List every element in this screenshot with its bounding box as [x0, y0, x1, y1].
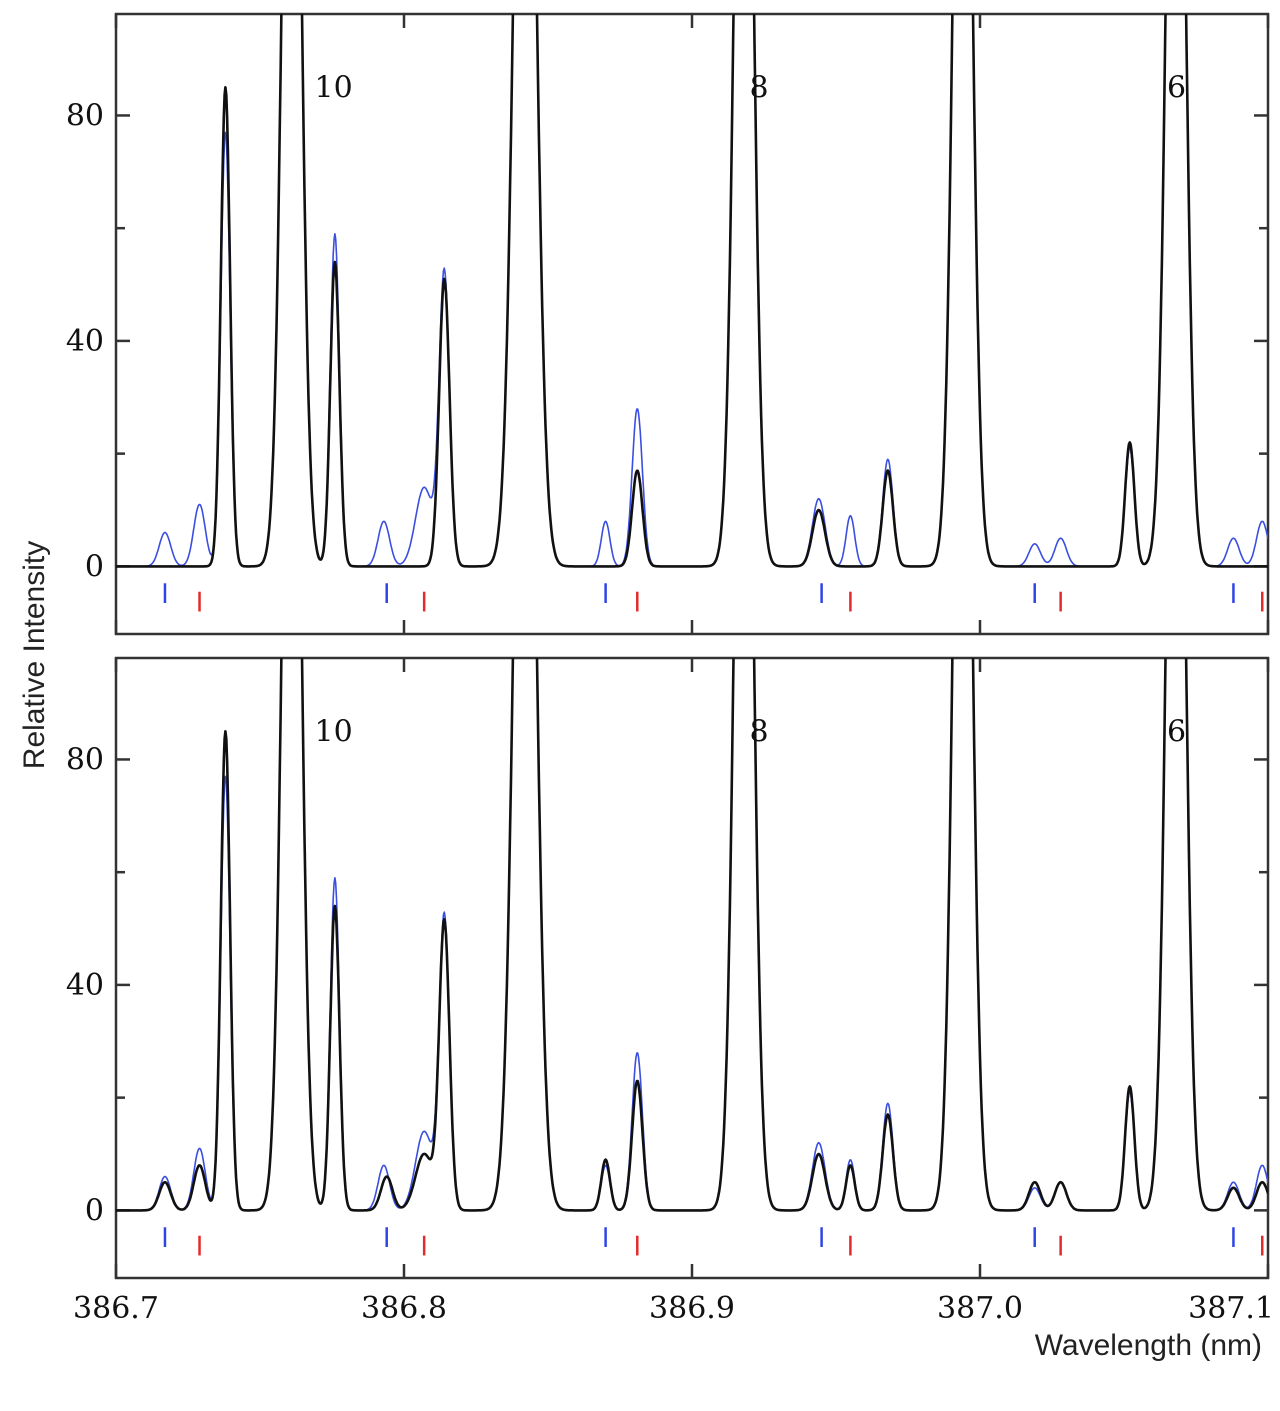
observed-spectrum-line — [116, 14, 1268, 568]
x-tick-label: 386.8 — [361, 1291, 447, 1326]
y-tick-label: 80 — [66, 742, 104, 777]
peak-label: 10 — [315, 70, 353, 105]
y-tick-label: 0 — [85, 549, 104, 584]
peak-label: 8 — [749, 714, 768, 749]
y-tick-label: 0 — [85, 1193, 104, 1228]
peak-label: 10 — [315, 714, 353, 749]
spectra-group — [116, 14, 1268, 568]
observed-spectrum-line — [116, 658, 1268, 1212]
x-axis-tick-labels: 386.7 386.8 386.9 387.0 387.1 — [73, 1291, 1274, 1326]
fitted-spectrum-line — [116, 14, 1268, 568]
plot-frame — [114, 656, 1270, 1280]
top-panel: 0 40 80 10 8 6 — [66, 12, 1270, 636]
bottom-panel: 0 40 80 10 8 6 — [66, 656, 1270, 1280]
y-tick-label: 40 — [66, 968, 104, 1003]
peak-label: 8 — [749, 70, 768, 105]
x-tick-label: 387.1 — [1188, 1291, 1274, 1326]
plot-frame — [114, 12, 1270, 636]
spectra-group — [116, 658, 1268, 1212]
peak-label: 6 — [1167, 714, 1186, 749]
y-axis-title: Relative Intensity — [18, 541, 51, 769]
x-tick-label: 386.7 — [73, 1291, 159, 1326]
y-tick-label: 80 — [66, 98, 104, 133]
x-tick-label: 387.0 — [937, 1291, 1023, 1326]
fitted-spectrum-line — [116, 658, 1268, 1212]
x-tick-label: 386.9 — [649, 1291, 735, 1326]
y-tick-label: 40 — [66, 324, 104, 359]
x-axis-title: Wavelength (nm) — [1035, 1329, 1262, 1362]
peak-label: 6 — [1167, 70, 1186, 105]
